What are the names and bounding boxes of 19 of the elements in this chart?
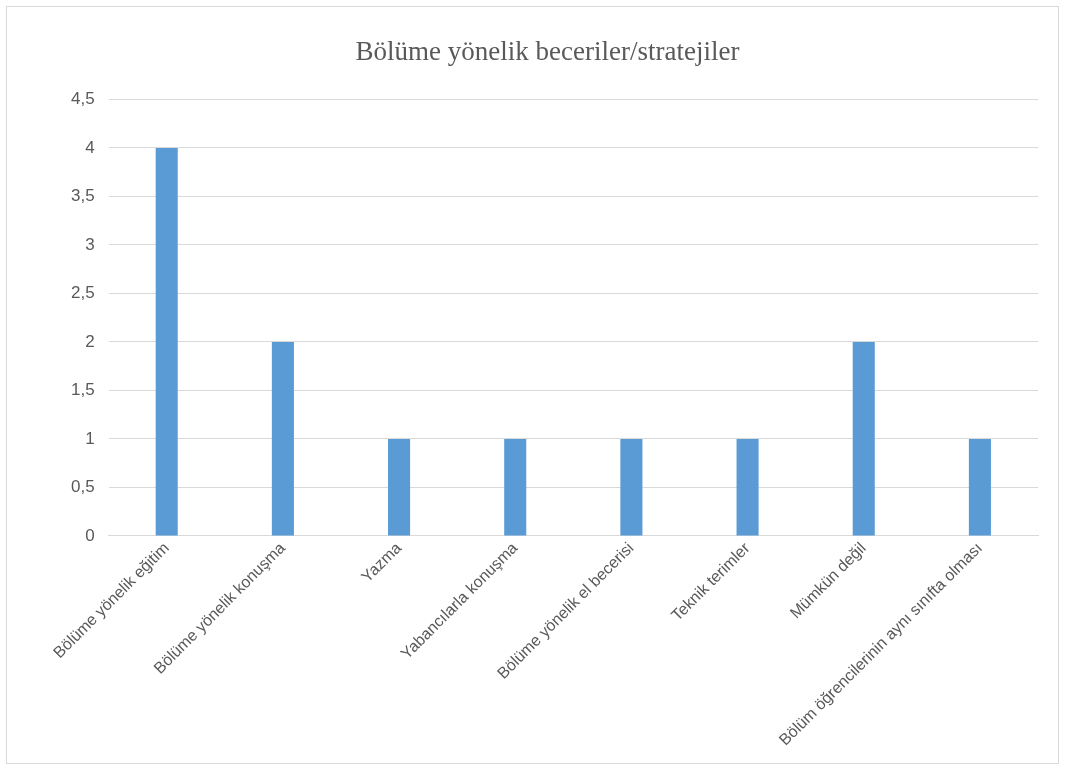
y-tick-label: 4 [85,137,95,157]
chart-title: Bölüme yönelik beceriler/stratejiler [355,36,740,67]
bar [968,438,991,536]
bar [155,147,178,536]
y-tick-label: 0,5 [70,477,95,497]
y-tick-label: 1 [85,428,95,448]
bar [852,341,875,536]
y-tick-label: 2 [85,331,95,351]
y-tick-label: 0 [85,525,95,545]
y-tick-label: 3,5 [70,186,95,206]
y-tick-label: 2,5 [70,283,95,303]
bar [271,341,294,536]
bar [620,438,643,536]
bar [736,438,759,536]
y-tick-label: 1,5 [70,380,95,400]
y-tick-label: 4,5 [70,89,95,109]
bar [504,438,527,536]
bar [388,438,411,536]
y-tick-label: 3 [85,234,95,254]
